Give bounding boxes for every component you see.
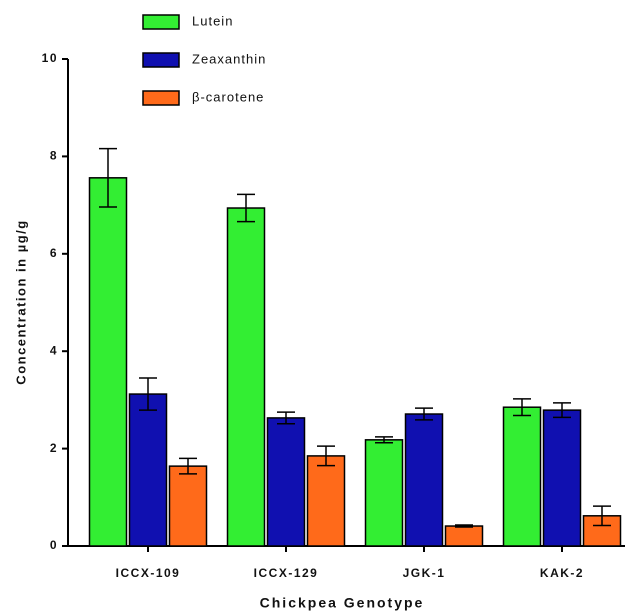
y-tick-label: 8 <box>50 149 58 163</box>
x-tick-label: KAK-2 <box>540 566 584 580</box>
bar <box>364 439 404 547</box>
error-bar <box>277 411 295 425</box>
error-bar <box>553 402 571 419</box>
error-bar <box>237 193 255 223</box>
bar <box>542 409 582 547</box>
error-bar <box>317 445 335 467</box>
error-bar <box>375 436 393 444</box>
error-bar <box>455 524 473 528</box>
y-axis-title: Concentration in µg/g <box>13 219 28 384</box>
error-bar <box>593 505 611 527</box>
y-tick-label: 10 <box>42 51 58 65</box>
legend-swatch <box>142 52 180 68</box>
error-bar <box>139 377 157 411</box>
legend-label: β-carotene <box>192 89 264 104</box>
y-tick-label: 0 <box>50 538 58 552</box>
legend-swatch <box>142 90 180 106</box>
bar <box>226 207 266 547</box>
error-bar <box>99 147 117 208</box>
x-tick-label: ICCX-109 <box>116 566 181 580</box>
bar <box>128 393 168 547</box>
legend-swatch <box>142 14 180 30</box>
bar <box>168 465 208 547</box>
legend-label: Zeaxanthin <box>192 51 266 66</box>
legend-label: Lutein <box>192 13 233 28</box>
bar <box>404 413 444 547</box>
bar <box>444 525 484 547</box>
y-tick-label: 6 <box>50 246 58 260</box>
x-tick-label: ICCX-129 <box>254 566 319 580</box>
x-tick-label: JGK-1 <box>403 566 446 580</box>
bar <box>88 177 128 547</box>
error-bar <box>179 457 197 475</box>
x-axis-title: Chickpea Genotype <box>260 595 425 611</box>
bar <box>502 406 542 547</box>
bar <box>306 455 346 547</box>
y-tick-label: 2 <box>50 441 58 455</box>
error-bar <box>513 398 531 417</box>
y-tick-label: 4 <box>50 343 58 357</box>
error-bar <box>415 407 433 421</box>
bar <box>266 417 306 547</box>
